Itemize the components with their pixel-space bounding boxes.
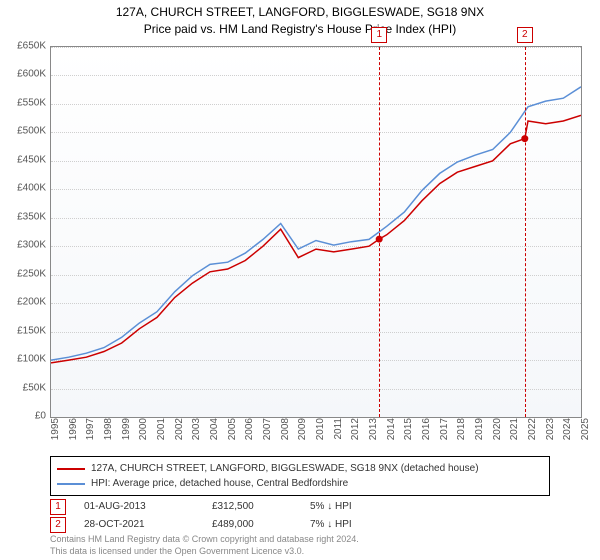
x-tick-label: 2000: [138, 418, 149, 440]
y-tick-label: £250K: [17, 268, 46, 279]
title-line-2: Price paid vs. HM Land Registry's House …: [0, 21, 600, 38]
x-tick-label: 1997: [85, 418, 96, 440]
y-tick-label: £650K: [17, 41, 46, 52]
legend-row: HPI: Average price, detached house, Cent…: [57, 476, 543, 491]
title-block: 127A, CHURCH STREET, LANGFORD, BIGGLESWA…: [0, 0, 600, 38]
x-tick-label: 1996: [68, 418, 79, 440]
x-tick-label: 1999: [121, 418, 132, 440]
x-tick-label: 2018: [456, 418, 467, 440]
event-vertical-line: [379, 47, 380, 417]
footer-line-2: This data is licensed under the Open Gov…: [50, 546, 359, 558]
footer: Contains HM Land Registry data © Crown c…: [50, 534, 359, 557]
y-tick-label: £200K: [17, 297, 46, 308]
event-row: 1 01-AUG-2013 £312,500 5% ↓ HPI: [50, 498, 550, 516]
y-tick-label: £50K: [23, 382, 46, 393]
event-delta: 7% ↓ HPI: [310, 516, 410, 534]
x-tick-label: 2012: [350, 418, 361, 440]
x-tick-label: 2016: [421, 418, 432, 440]
legend-label: HPI: Average price, detached house, Cent…: [91, 476, 348, 491]
x-tick-label: 2006: [244, 418, 255, 440]
event-row: 2 28-OCT-2021 £489,000 7% ↓ HPI: [50, 516, 550, 534]
x-tick-label: 2010: [315, 418, 326, 440]
y-tick-label: £0: [35, 411, 46, 422]
chart-container: 127A, CHURCH STREET, LANGFORD, BIGGLESWA…: [0, 0, 600, 560]
footer-line-1: Contains HM Land Registry data © Crown c…: [50, 534, 359, 546]
x-tick-label: 2001: [156, 418, 167, 440]
x-tick-label: 1998: [103, 418, 114, 440]
x-tick-label: 2009: [297, 418, 308, 440]
legend-swatch: [57, 468, 85, 470]
legend: 127A, CHURCH STREET, LANGFORD, BIGGLESWA…: [50, 456, 550, 496]
event-index-badge: 2: [50, 517, 66, 533]
event-index-badge: 1: [50, 499, 66, 515]
y-tick-label: £150K: [17, 325, 46, 336]
x-tick-label: 2014: [386, 418, 397, 440]
x-tick-label: 2025: [580, 418, 591, 440]
y-tick-label: £600K: [17, 69, 46, 80]
legend-label: 127A, CHURCH STREET, LANGFORD, BIGGLESWA…: [91, 461, 479, 476]
y-tick-label: £350K: [17, 211, 46, 222]
x-tick-label: 2003: [191, 418, 202, 440]
event-top-badge: 1: [371, 27, 387, 43]
event-date: 01-AUG-2013: [84, 498, 194, 516]
legend-swatch: [57, 483, 85, 485]
series-price_paid: [51, 115, 581, 363]
x-tick-label: 2005: [227, 418, 238, 440]
x-tick-label: 2015: [403, 418, 414, 440]
x-tick-label: 2021: [509, 418, 520, 440]
x-tick-label: 2004: [209, 418, 220, 440]
x-tick-label: 2008: [280, 418, 291, 440]
event-date: 28-OCT-2021: [84, 516, 194, 534]
events-table: 1 01-AUG-2013 £312,500 5% ↓ HPI 2 28-OCT…: [50, 498, 550, 534]
x-tick-label: 2017: [439, 418, 450, 440]
y-tick-label: £500K: [17, 126, 46, 137]
plot-background: 12: [50, 46, 582, 418]
x-tick-label: 2023: [545, 418, 556, 440]
x-tick-label: 2024: [562, 418, 573, 440]
x-tick-label: 2002: [174, 418, 185, 440]
series-hpi: [51, 87, 581, 360]
x-tick-label: 2020: [492, 418, 503, 440]
x-tick-label: 2011: [333, 418, 344, 440]
x-tick-label: 1995: [50, 418, 61, 440]
title-line-1: 127A, CHURCH STREET, LANGFORD, BIGGLESWA…: [0, 4, 600, 21]
y-tick-label: £100K: [17, 354, 46, 365]
event-price: £312,500: [212, 498, 292, 516]
event-top-badge: 2: [517, 27, 533, 43]
y-tick-label: £400K: [17, 183, 46, 194]
y-tick-label: £550K: [17, 97, 46, 108]
x-tick-label: 2007: [262, 418, 273, 440]
event-delta: 5% ↓ HPI: [310, 498, 410, 516]
series-svg: [51, 47, 581, 417]
y-tick-label: £300K: [17, 240, 46, 251]
y-tick-label: £450K: [17, 154, 46, 165]
legend-row: 127A, CHURCH STREET, LANGFORD, BIGGLESWA…: [57, 461, 543, 476]
chart-area: 12 £0£50K£100K£150K£200K£250K£300K£350K£…: [50, 46, 580, 416]
event-vertical-line: [525, 47, 526, 417]
x-tick-label: 2019: [474, 418, 485, 440]
x-tick-label: 2013: [368, 418, 379, 440]
x-tick-label: 2022: [527, 418, 538, 440]
event-price: £489,000: [212, 516, 292, 534]
